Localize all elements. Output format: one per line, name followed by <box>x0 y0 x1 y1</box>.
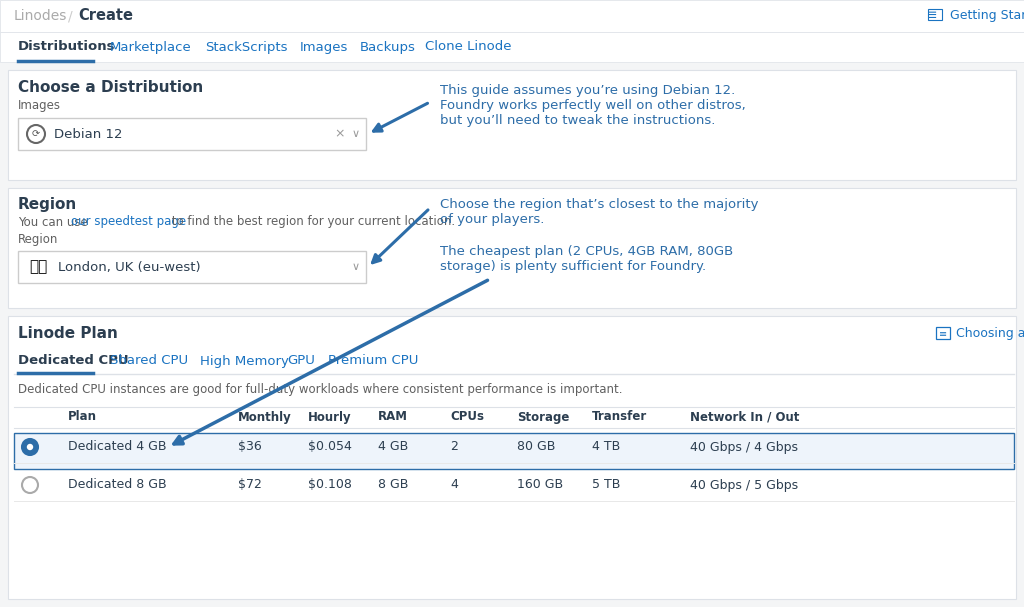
Text: Marketplace: Marketplace <box>110 41 191 53</box>
Text: Storage: Storage <box>517 410 569 424</box>
Text: Backups: Backups <box>360 41 416 53</box>
Text: to find the best region for your current location.: to find the best region for your current… <box>168 215 455 228</box>
Text: 🇬🇧: 🇬🇧 <box>29 260 47 274</box>
Bar <box>936 327 950 339</box>
Bar <box>14 433 1014 469</box>
Text: Images: Images <box>300 41 348 53</box>
Text: Premium CPU: Premium CPU <box>328 354 419 367</box>
Text: 8 GB: 8 GB <box>378 478 409 492</box>
Text: Region: Region <box>18 197 77 212</box>
Text: ∨: ∨ <box>352 129 360 139</box>
Bar <box>18 118 366 150</box>
Text: Clone Linode: Clone Linode <box>425 41 512 53</box>
Text: This guide assumes you’re using Debian 12.: This guide assumes you’re using Debian 1… <box>440 84 735 97</box>
Text: Debian 12: Debian 12 <box>54 127 123 140</box>
Text: 160 GB: 160 GB <box>517 478 563 492</box>
Text: London, UK (eu-west): London, UK (eu-west) <box>58 260 201 274</box>
Text: Getting Started: Getting Started <box>950 10 1024 22</box>
Text: StackScripts: StackScripts <box>205 41 288 53</box>
Text: High Memory: High Memory <box>200 354 289 367</box>
Text: 4 TB: 4 TB <box>592 441 621 453</box>
Text: Linodes: Linodes <box>14 9 68 23</box>
Text: You can use: You can use <box>18 215 91 228</box>
Text: storage) is plenty sufficient for Foundry.: storage) is plenty sufficient for Foundr… <box>440 260 707 273</box>
Bar <box>18 251 366 283</box>
Text: but you’ll need to tweak the instructions.: but you’ll need to tweak the instruction… <box>440 114 716 127</box>
Bar <box>0 0 1024 32</box>
Text: GPU: GPU <box>287 354 314 367</box>
Text: Dedicated CPU: Dedicated CPU <box>18 354 129 367</box>
Text: RAM: RAM <box>378 410 408 424</box>
Bar <box>8 316 1016 599</box>
Text: ∨: ∨ <box>352 262 360 272</box>
Text: 5 TB: 5 TB <box>592 478 621 492</box>
Text: $0.054: $0.054 <box>308 441 352 453</box>
Text: The cheapest plan (2 CPUs, 4GB RAM, 80GB: The cheapest plan (2 CPUs, 4GB RAM, 80GB <box>440 245 733 258</box>
Text: Plan: Plan <box>68 410 97 424</box>
Text: Choosing a Plan: Choosing a Plan <box>956 328 1024 341</box>
Text: Region: Region <box>18 234 58 246</box>
Text: Choose a Distribution: Choose a Distribution <box>18 81 203 95</box>
Text: 40 Gbps / 4 Gbps: 40 Gbps / 4 Gbps <box>690 441 798 453</box>
Circle shape <box>22 439 38 455</box>
Text: 80 GB: 80 GB <box>517 441 555 453</box>
Text: Hourly: Hourly <box>308 410 351 424</box>
Text: of your players.: of your players. <box>440 213 545 226</box>
Text: Monthly: Monthly <box>238 410 292 424</box>
Text: Create: Create <box>78 8 133 24</box>
Circle shape <box>27 444 33 450</box>
Text: $0.108: $0.108 <box>308 478 352 492</box>
Text: 4: 4 <box>450 478 458 492</box>
Text: CPUs: CPUs <box>450 410 484 424</box>
Text: 2: 2 <box>450 441 458 453</box>
Text: Foundry works perfectly well on other distros,: Foundry works perfectly well on other di… <box>440 99 745 112</box>
Text: Network In / Out: Network In / Out <box>690 410 800 424</box>
Bar <box>0 32 1024 62</box>
Text: 40 Gbps / 5 Gbps: 40 Gbps / 5 Gbps <box>690 478 798 492</box>
Bar <box>8 70 1016 180</box>
Text: 4 GB: 4 GB <box>378 441 409 453</box>
Text: $72: $72 <box>238 478 262 492</box>
Bar <box>8 188 1016 308</box>
Bar <box>928 9 942 20</box>
Text: Linode Plan: Linode Plan <box>18 327 118 342</box>
Text: Choose the region that’s closest to the majority: Choose the region that’s closest to the … <box>440 198 759 211</box>
Text: ≡: ≡ <box>939 329 947 339</box>
Text: ×: × <box>335 127 345 140</box>
Text: our speedtest page: our speedtest page <box>71 215 186 228</box>
Text: Transfer: Transfer <box>592 410 647 424</box>
Text: ≡: ≡ <box>927 10 937 22</box>
Text: Dedicated CPU instances are good for full-duty workloads where consistent perfor: Dedicated CPU instances are good for ful… <box>18 382 623 396</box>
Text: Shared CPU: Shared CPU <box>110 354 188 367</box>
Text: Distributions: Distributions <box>18 41 116 53</box>
Text: /: / <box>68 9 73 23</box>
Text: $36: $36 <box>238 441 262 453</box>
Text: Dedicated 4 GB: Dedicated 4 GB <box>68 441 167 453</box>
Text: ⟳: ⟳ <box>32 129 40 139</box>
Text: Images: Images <box>18 100 61 112</box>
Text: Dedicated 8 GB: Dedicated 8 GB <box>68 478 167 492</box>
